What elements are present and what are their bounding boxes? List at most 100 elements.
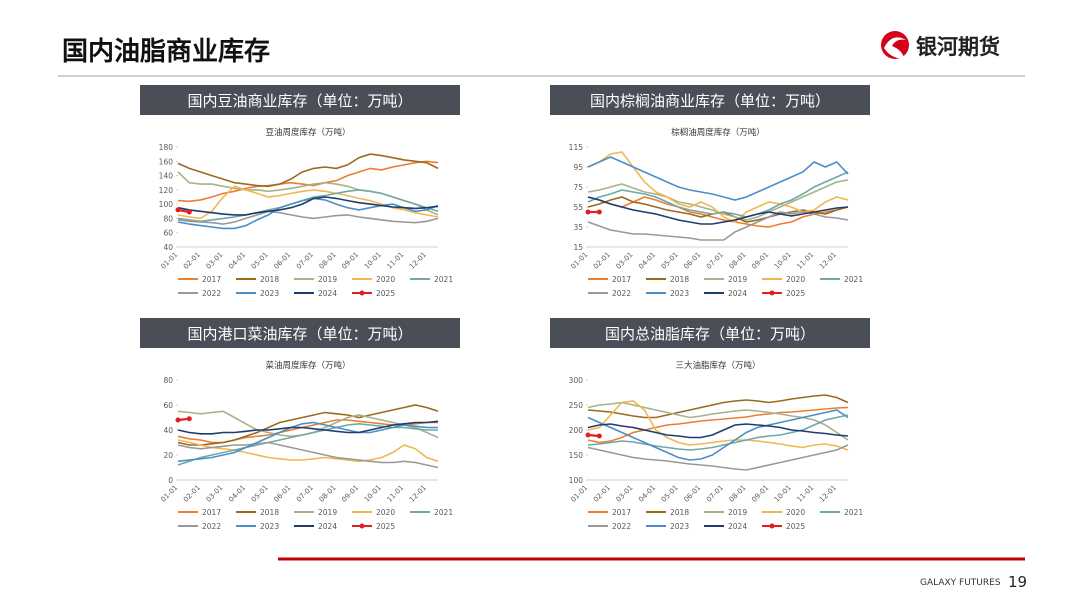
x-tick-label: 03-01 [205,484,225,504]
x-tick-label: 05-01 [660,251,680,271]
page-number: 19 [1008,573,1027,591]
x-tick-label: 12-01 [408,251,428,271]
y-tick-label: 95 [573,163,583,172]
legend-label: 2018 [260,508,279,517]
y-tick-label: 200 [569,426,584,435]
y-tick-label: 75 [573,183,583,192]
legend-label: 2023 [670,522,689,531]
x-tick-label: 01-01 [159,251,179,271]
y-tick-label: 100 [159,200,174,209]
chart-title: 豆油周度库存（万吨） [265,127,350,138]
legend-label: 2025 [376,289,395,298]
legend-label: 2023 [670,289,689,298]
series-marker [596,433,602,439]
x-tick-label: 09-01 [340,484,360,504]
y-tick-label: 0 [168,476,173,485]
panel-title: 国内港口菜油库存（单位：万吨） [187,325,412,343]
x-tick-label: 04-01 [637,251,657,271]
x-tick-label: 04-01 [227,251,247,271]
x-tick-label: 02-01 [182,484,202,504]
legend-label: 2020 [786,508,805,517]
legend-label: 2018 [260,275,279,284]
y-tick-label: 120 [159,186,174,195]
legend-label: 2021 [844,508,863,517]
x-tick-label: 05-01 [250,484,270,504]
x-tick-label: 09-01 [750,251,770,271]
logo-swirl [884,37,906,59]
series-line [587,406,849,444]
x-tick-label: 11-01 [795,251,815,271]
series-marker [186,416,192,422]
series-line [587,414,849,451]
panel-title-box [550,85,870,115]
y-tick-label: 250 [569,401,584,410]
x-tick-label: 11-01 [385,484,405,504]
x-tick-label: 07-01 [705,484,725,504]
y-tick-label: 140 [159,172,174,181]
legend-label: 2024 [318,522,337,531]
x-tick-label: 12-01 [408,484,428,504]
panel-title-box [550,318,870,348]
y-tick-label: 60 [163,229,173,238]
legend-marker [769,290,775,296]
x-tick-label: 04-01 [637,484,657,504]
series-line [587,401,849,441]
x-tick-label: 10-01 [773,251,793,271]
series-line [177,421,438,463]
x-tick-label: 07-01 [295,484,315,504]
legend-label: 2020 [376,275,395,284]
x-tick-label: 10-01 [363,251,383,271]
panel-title-box [140,85,460,115]
y-tick-label: 60 [163,401,173,410]
legend-label: 2019 [318,508,337,517]
series-marker [585,209,591,215]
series-line [587,409,849,461]
y-tick-label: 40 [163,426,173,435]
panel-title-box [140,318,460,348]
series-line [587,171,849,218]
y-tick-label: 100 [569,476,584,485]
x-tick-label: 10-01 [363,484,383,504]
series-line [177,185,439,220]
legend-label: 2022 [202,289,221,298]
series-line [587,394,849,419]
panel-title: 国内总油脂库存（单位：万吨） [605,325,815,343]
legend-label: 2022 [202,522,221,531]
series-line [177,153,439,188]
y-tick-label: 180 [159,143,174,152]
series-line [587,151,849,223]
x-tick-label: 09-01 [340,251,360,271]
y-tick-label: 15 [573,243,583,252]
y-tick-label: 35 [573,223,583,232]
series-line [587,423,849,439]
footer-brand: GALAXY FUTURES [920,578,1001,588]
legend-label: 2018 [670,275,689,284]
x-tick-label: 10-01 [773,484,793,504]
legend-label: 2025 [376,522,395,531]
legend-label: 2020 [786,275,805,284]
y-tick-label: 55 [573,203,583,212]
legend-label: 2017 [202,275,221,284]
series-marker [585,432,591,438]
legend-label: 2024 [318,289,337,298]
y-tick-label: 115 [569,143,584,152]
x-tick-label: 08-01 [318,251,338,271]
legend-marker [769,523,775,529]
x-tick-label: 12-01 [818,484,838,504]
x-tick-label: 08-01 [728,251,748,271]
x-tick-label: 04-01 [227,484,247,504]
y-tick-label: 150 [569,451,584,460]
series-line [177,197,439,230]
x-tick-label: 11-01 [795,484,815,504]
legend-label: 2017 [612,275,631,284]
legend-label: 2017 [202,508,221,517]
x-tick-label: 01-01 [569,484,589,504]
y-tick-label: 300 [569,376,584,385]
y-tick-label: 160 [159,157,174,166]
panel-title: 国内豆油商业库存（单位：万吨） [187,92,412,110]
x-tick-label: 03-01 [615,484,635,504]
x-tick-label: 02-01 [592,251,612,271]
panel-title: 国内棕榈油商业库存（单位：万吨） [590,92,830,110]
